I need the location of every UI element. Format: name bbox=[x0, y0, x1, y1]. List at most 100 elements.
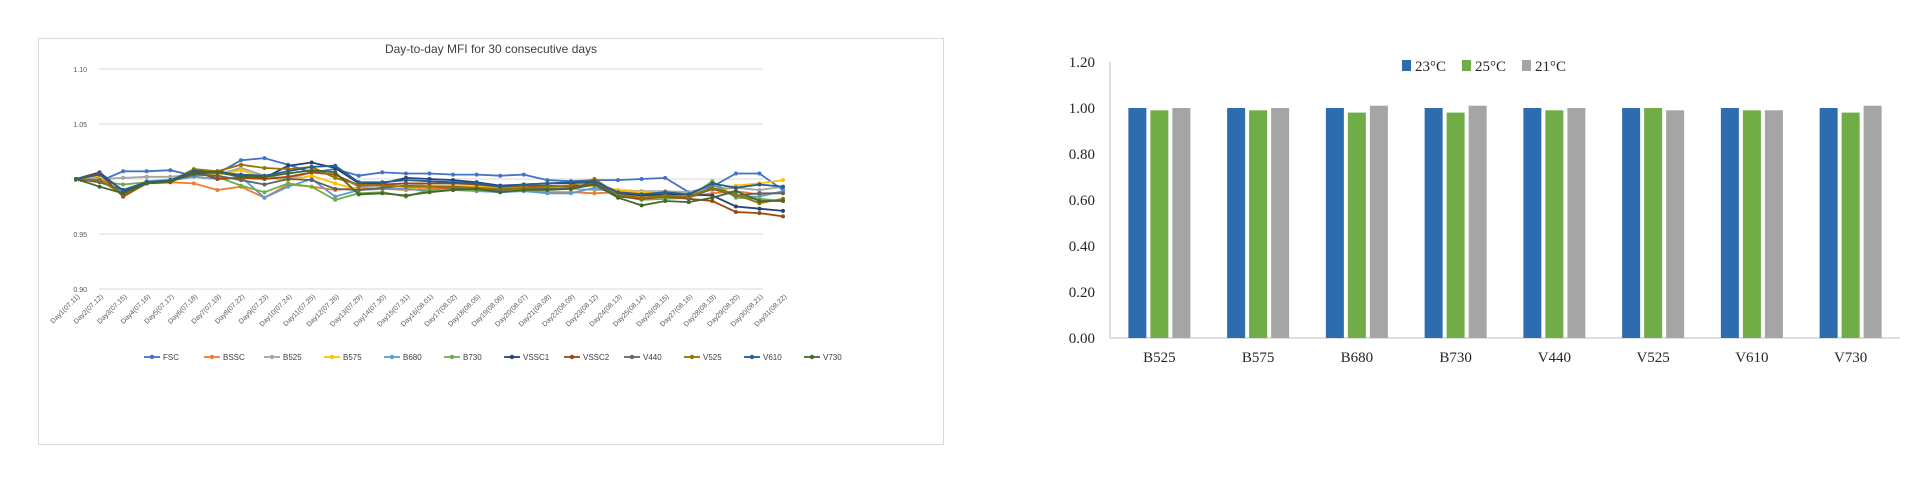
legend-label-b525: B525 bbox=[283, 353, 302, 362]
bar-x-tick-b730: B730 bbox=[1439, 350, 1472, 366]
bar-b730-21-c bbox=[1468, 105, 1487, 338]
point-b730-11 bbox=[333, 197, 338, 202]
bar-b680-25-c bbox=[1347, 112, 1366, 338]
legend-label-b575: B575 bbox=[343, 353, 362, 362]
bar-legend-swatch-23-c bbox=[1402, 60, 1411, 71]
y-tick-1-05: 1.05 bbox=[73, 122, 87, 129]
point-v610-22 bbox=[592, 179, 597, 184]
point-b680-8 bbox=[262, 195, 267, 200]
point-fsc-24 bbox=[639, 177, 644, 181]
point-v730-27 bbox=[710, 195, 715, 200]
point-b575-11 bbox=[333, 181, 338, 186]
point-v730-8 bbox=[262, 174, 267, 179]
bar-x-tick-v525: V525 bbox=[1636, 350, 1669, 366]
point-b730-10 bbox=[309, 184, 314, 189]
point-v610-10 bbox=[309, 164, 314, 169]
point-vssc1-28 bbox=[733, 204, 738, 209]
point-v440-9 bbox=[286, 177, 291, 181]
bar-v440-21-c bbox=[1567, 108, 1586, 338]
point-v730-26 bbox=[686, 200, 691, 205]
point-v610-15 bbox=[427, 179, 432, 184]
bar-x-tick-b680: B680 bbox=[1341, 350, 1374, 366]
point-fsc-23 bbox=[616, 178, 621, 183]
legend-marker-b525 bbox=[269, 354, 275, 360]
legend-label-vssc2: VSSC2 bbox=[583, 353, 610, 362]
legend-label-v525: V525 bbox=[703, 353, 722, 362]
point-v440-10 bbox=[309, 178, 314, 183]
line-chart: Day-to-day MFI for 30 consecutive days 0.… bbox=[50, 42, 843, 362]
point-fsc-7 bbox=[238, 158, 243, 163]
legend-marker-vssc2 bbox=[569, 354, 575, 360]
point-v610-27 bbox=[710, 181, 715, 186]
bar-chart: 0.00 0.20 0.40 0.60 0.80 1.00 1.20 B525 B575 B680… bbox=[1069, 55, 1900, 366]
point-v730-17 bbox=[474, 186, 479, 191]
point-fsc-4 bbox=[168, 168, 173, 173]
point-v730-20 bbox=[545, 188, 550, 192]
point-v525-16 bbox=[451, 184, 456, 189]
bar-y-tick-0-40: 0.40 bbox=[1069, 239, 1095, 255]
point-b680-22 bbox=[592, 185, 597, 190]
legend-label-vssc1: VSSC1 bbox=[523, 353, 550, 362]
point-bssc-6 bbox=[215, 188, 220, 192]
bar-y-tick-0-80: 0.80 bbox=[1069, 147, 1095, 163]
point-v730-10 bbox=[309, 168, 314, 173]
point-v730-0 bbox=[74, 177, 78, 181]
point-b680-20 bbox=[545, 191, 550, 196]
point-v610-24 bbox=[639, 192, 644, 197]
point-fsc-15 bbox=[427, 171, 432, 176]
point-fsc-25 bbox=[663, 175, 668, 180]
y-tick-0-95: 0.95 bbox=[73, 232, 87, 239]
point-b730-7 bbox=[238, 183, 243, 188]
bar-y-tick-0-00: 0.00 bbox=[1069, 331, 1095, 347]
point-v730-6 bbox=[215, 170, 220, 175]
bar-v525-21-c bbox=[1666, 110, 1685, 338]
point-vssc2-30 bbox=[781, 214, 785, 219]
bar-v730-21-c bbox=[1863, 105, 1882, 338]
point-b680-21 bbox=[568, 191, 573, 196]
point-v525-20 bbox=[545, 184, 550, 189]
bar-v730-25-c bbox=[1841, 112, 1860, 338]
point-v610-28 bbox=[733, 185, 738, 190]
point-v610-16 bbox=[451, 180, 456, 185]
point-b525-3 bbox=[144, 174, 149, 179]
point-v730-1 bbox=[97, 184, 102, 189]
bar-b680-23-c bbox=[1325, 108, 1344, 338]
point-v730-16 bbox=[451, 188, 456, 192]
point-fsc-29 bbox=[757, 171, 762, 176]
bar-y-tick-0-20: 0.20 bbox=[1069, 285, 1095, 301]
point-v610-1 bbox=[97, 172, 102, 177]
point-fsc-19 bbox=[521, 172, 526, 177]
point-v440-30 bbox=[781, 191, 785, 196]
point-v525-14 bbox=[403, 184, 408, 189]
point-vssc2-6 bbox=[215, 177, 220, 181]
legend-marker-bssc bbox=[209, 354, 215, 360]
point-v730-11 bbox=[333, 170, 338, 175]
point-b575-10 bbox=[309, 173, 314, 178]
point-vssc1-9 bbox=[286, 163, 291, 168]
point-vssc2-27 bbox=[710, 199, 715, 203]
point-vssc1-30 bbox=[781, 208, 785, 213]
point-fsc-13 bbox=[380, 170, 385, 175]
bar-b680-21-c bbox=[1369, 105, 1388, 338]
point-b680-9 bbox=[286, 184, 291, 189]
point-v525-28 bbox=[733, 192, 738, 197]
point-b680-11 bbox=[333, 194, 338, 199]
point-fsc-20 bbox=[545, 178, 550, 183]
bar-v610-25-c bbox=[1742, 110, 1761, 338]
point-v730-3 bbox=[144, 181, 149, 186]
point-b575-7 bbox=[238, 168, 243, 173]
legend-marker-b575 bbox=[329, 354, 335, 360]
legend-marker-v610 bbox=[749, 354, 755, 360]
point-v730-28 bbox=[733, 189, 738, 194]
point-v525-7 bbox=[238, 162, 243, 167]
bar-legend-label-21-c: 21°C bbox=[1535, 59, 1566, 75]
point-vssc1-29 bbox=[757, 206, 762, 211]
point-v730-21 bbox=[568, 186, 573, 191]
legend-marker-v730 bbox=[809, 354, 815, 360]
point-v610-30 bbox=[781, 184, 785, 189]
point-b525-2 bbox=[121, 175, 126, 180]
point-v730-19 bbox=[521, 188, 526, 192]
point-v730-24 bbox=[639, 203, 644, 208]
point-vssc2-28 bbox=[733, 210, 738, 214]
line-chart-title: Day-to-day MFI for 30 consecutive days bbox=[385, 42, 597, 56]
